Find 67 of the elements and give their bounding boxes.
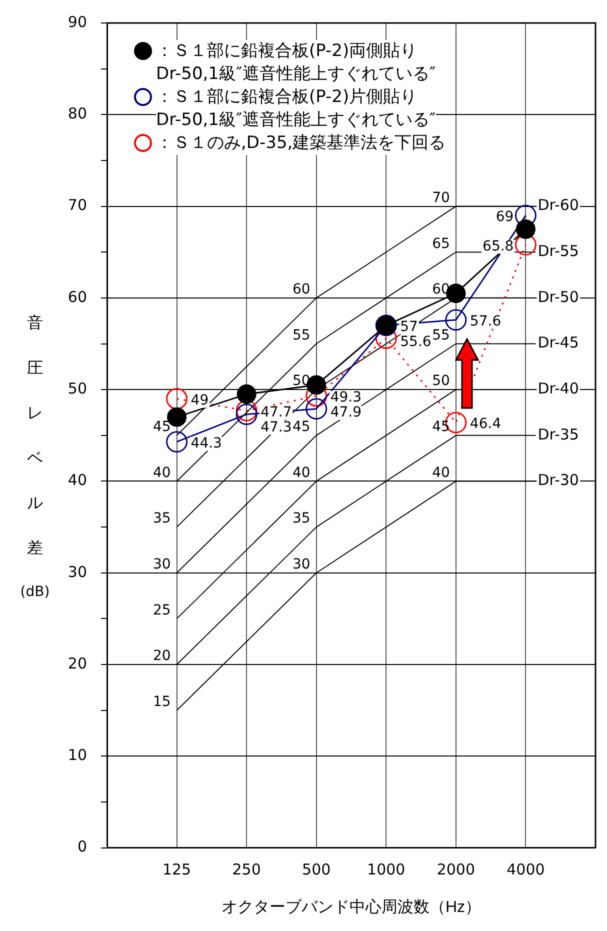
data-label: 45 [152,419,171,436]
point [236,400,258,422]
data-label: 40 [432,464,450,481]
data-label: 25 [152,602,171,618]
data-label: 55 [292,327,310,344]
y-tick-label: 90 [68,12,87,31]
point [514,234,536,256]
y-tick-label: 60 [68,288,87,306]
point [306,398,328,420]
data-label: 69 [496,209,514,226]
y-tick-label: 40 [68,471,87,490]
point [236,384,256,404]
data-label: 35 [292,510,310,527]
data-label: 47.9 [330,404,362,421]
legend-label: Dr-60 [538,196,579,214]
data-label: 57 [400,319,418,336]
legend-label: Dr-40 [538,379,579,398]
x-tick-label: 500 [302,860,331,879]
x-tick-label: 250 [232,860,261,879]
legend-label: Dr-50 [538,288,579,306]
x-tick-label: 4000 [506,860,545,879]
legend-label: Dr-35 [538,425,579,444]
point [166,431,188,453]
y-tick-label: 30 [68,562,87,581]
data-label: 45 [292,419,310,436]
legend-label: Dr-45 [538,334,579,352]
legend-label: Dr-55 [538,242,579,260]
data-label: 40 [152,464,171,481]
point [236,404,258,426]
data-label: 55 [432,327,450,344]
text: 音圧レベル差(dB) [20,313,50,600]
data-label: 40 [292,464,310,481]
x-tick-label: 2000 [436,860,476,879]
point [166,388,188,410]
x-axis-title: オクターブバンド中心周波数（Hz） [221,898,482,916]
data-label: 60 [292,282,310,298]
data-label: 15 [152,694,171,710]
y-tick-label: 0 [77,838,87,856]
y-tick-label: 20 [68,654,87,672]
data-label: 50 [432,373,450,390]
data-label: 35 [152,510,171,527]
legend-label: ：Ｓ１部に鉛複合板(P-2)片側貼り Dr-50,1級″遮音性能上すぐれている″ [156,86,436,132]
y-tick-label: 50 [68,379,87,398]
y-tick-label: 10 [68,746,87,764]
data-label: 70 [432,190,450,206]
data-label: 57.6 [470,314,502,330]
y-tick-label: 80 [68,104,87,123]
x-tick-label: 1000 [367,860,406,879]
data-label: 46.4 [470,416,502,432]
y-tick-label: 70 [68,196,87,214]
data-label: 65.8 [482,238,514,254]
data-label: 55.6 [400,334,432,350]
data-label: 65 [432,236,450,252]
data-label: 47.3 [260,419,292,436]
point [445,309,467,331]
data-label: 49.3 [330,390,362,406]
data-label: 30 [152,556,171,573]
data-label: 47.7 [260,404,292,420]
data-label: 44.3 [190,435,222,452]
legend-label: Dr-30 [538,471,579,490]
point [516,219,536,239]
data-label: 49 [190,392,209,408]
data-label: 20 [152,648,171,664]
legend-label: ：Ｓ１部に鉛複合板(P-2)両側貼り Dr-50,1級″遮音性能上すぐれている″ [156,40,436,86]
data-label: 30 [292,556,310,573]
x-tick-label: 125 [162,860,192,879]
legend-label: ：Ｓ１のみ,D-35,建築基準法を下回る [156,132,446,155]
